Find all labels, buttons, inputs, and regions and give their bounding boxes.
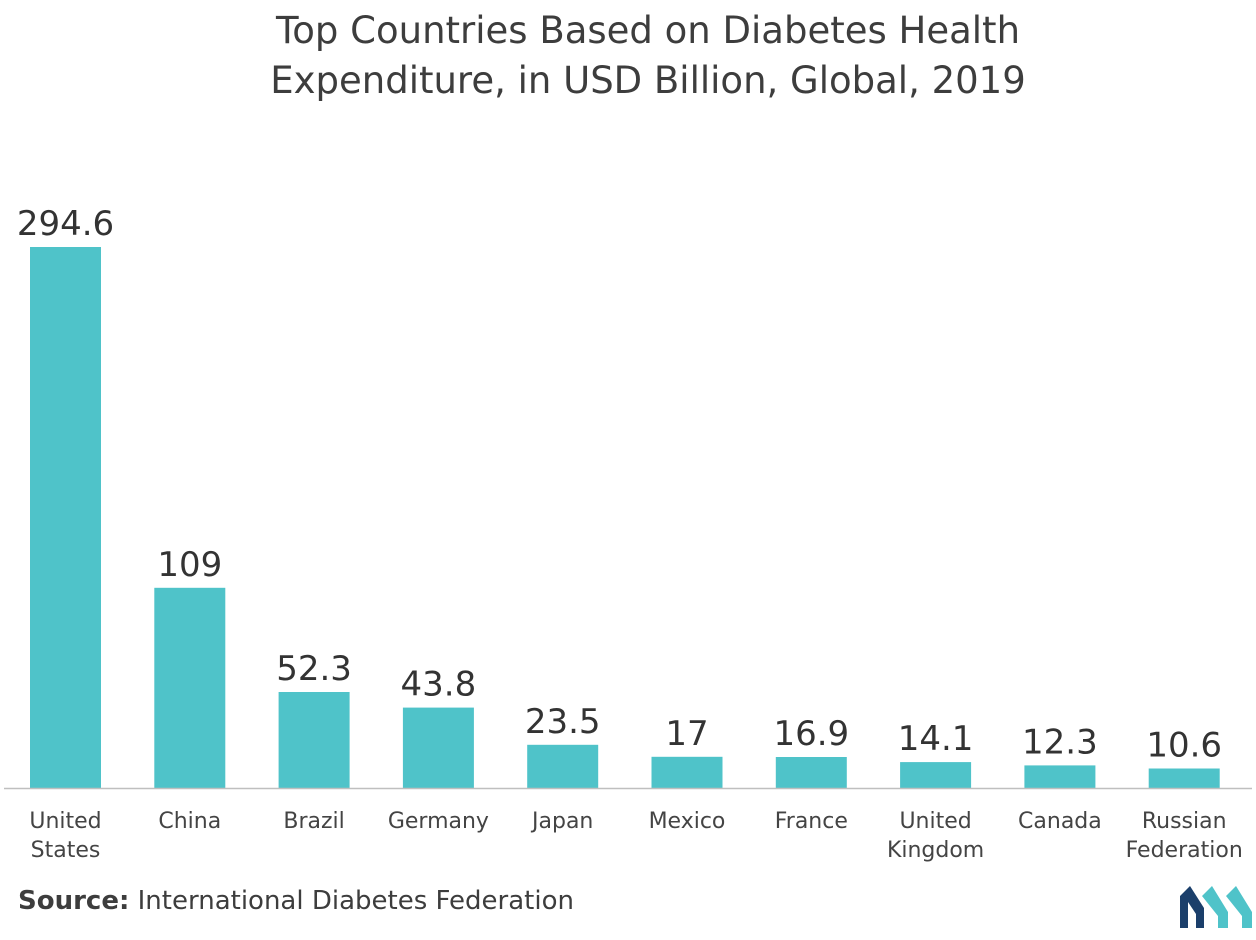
category-label-4-line-0: Japan xyxy=(530,809,593,834)
bar-9 xyxy=(1148,768,1220,788)
category-label-5-line-0: Mexico xyxy=(649,809,726,834)
category-label-8: Canada xyxy=(1018,809,1102,834)
logo-shape-left xyxy=(1180,886,1204,928)
bar-6 xyxy=(775,757,847,788)
category-label-4: Japan xyxy=(530,809,593,834)
value-label-8: 12.3 xyxy=(1022,722,1098,762)
source-text: International Diabetes Federation xyxy=(137,886,574,916)
value-label-2: 52.3 xyxy=(276,649,352,689)
category-label-8-line-0: Canada xyxy=(1018,809,1102,834)
category-label-7-line-1: Kingdom xyxy=(887,838,984,863)
category-label-9: Russian Federation xyxy=(1126,809,1243,863)
value-label-1: 109 xyxy=(157,545,222,585)
value-label-0: 294.6 xyxy=(17,204,114,244)
category-label-6: France xyxy=(775,809,848,834)
category-label-5: Mexico xyxy=(649,809,726,834)
value-label-6: 16.9 xyxy=(773,714,849,754)
value-labels-layer: 294.6 109 52.3 43.8 23.5 17 16.9 14.1 12.3 10.6 xyxy=(17,204,1222,766)
category-label-0-line-1: States xyxy=(31,838,101,863)
bar-8 xyxy=(1024,765,1096,788)
bar-7 xyxy=(900,762,972,788)
bar-0 xyxy=(30,247,101,788)
value-label-3: 43.8 xyxy=(401,665,477,705)
category-labels-layer: United States China Brazil Germany Japan Mexic… xyxy=(29,809,1242,863)
category-label-0-line-0: United xyxy=(29,809,101,834)
logo-shape-right xyxy=(1226,886,1252,928)
chart-title: Top Countries Based on Diabetes Health E… xyxy=(0,6,1256,106)
chart-title-line-2: Expenditure, in USD Billion, Global, 201… xyxy=(270,59,1026,102)
category-label-6-line-0: France xyxy=(775,809,848,834)
value-label-9: 10.6 xyxy=(1146,726,1222,766)
category-label-2-line-0: Brazil xyxy=(283,809,344,834)
bar-1 xyxy=(154,587,226,788)
source-label: Source: xyxy=(18,886,130,916)
bar-2 xyxy=(278,692,350,788)
value-label-5: 17 xyxy=(665,714,708,754)
category-label-7: United Kingdom xyxy=(887,809,984,863)
bar-4 xyxy=(527,744,599,788)
category-label-2: Brazil xyxy=(283,809,344,834)
mordor-intelligence-logo-icon xyxy=(1180,886,1252,928)
bar-3 xyxy=(402,707,474,788)
category-label-7-line-0: United xyxy=(899,809,971,834)
source-note: Source: International Diabetes Federatio… xyxy=(18,886,574,916)
category-label-1: China xyxy=(158,809,221,834)
value-label-7: 14.1 xyxy=(898,719,974,759)
value-label-4: 23.5 xyxy=(525,702,601,742)
category-label-1-line-0: China xyxy=(158,809,221,834)
bar-5 xyxy=(651,756,723,788)
category-label-0: United States xyxy=(29,809,101,863)
category-label-3-line-0: Germany xyxy=(388,809,489,834)
logo-shape-middle xyxy=(1202,886,1228,928)
category-label-9-line-1: Federation xyxy=(1126,838,1243,863)
chart-title-line-1: Top Countries Based on Diabetes Health xyxy=(275,9,1021,52)
category-label-3: Germany xyxy=(388,809,489,834)
bars-layer xyxy=(30,247,1220,788)
category-label-9-line-0: Russian xyxy=(1142,809,1227,834)
